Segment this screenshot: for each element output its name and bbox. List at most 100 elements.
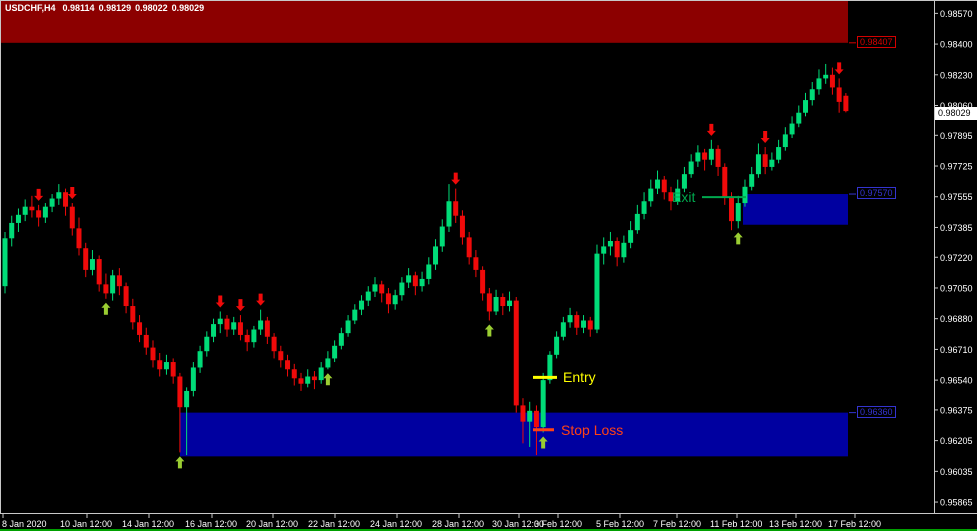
time-tick-label: 24 Jan 12:00 <box>370 519 422 529</box>
candle-body <box>749 174 755 187</box>
candle-body <box>197 351 203 368</box>
candle-body <box>264 320 270 337</box>
candle-body <box>594 253 600 330</box>
candle-body <box>735 203 741 222</box>
candle-body <box>137 322 143 335</box>
candle-body <box>224 318 230 330</box>
candle-body <box>581 320 587 328</box>
candle-body <box>843 95 849 112</box>
buy-arrow-icon <box>101 302 111 315</box>
candle-body <box>715 148 721 167</box>
price-tick-label: 0.97555 <box>940 192 973 202</box>
candle-body <box>291 369 297 379</box>
price-axis[interactable]: 0.98570 0.98400 0.98230 0.98060 0.97895 0.977… <box>934 9 973 508</box>
candle-body <box>789 123 795 135</box>
price-tick-label: 0.96205 <box>940 436 973 446</box>
price-tick-label: 0.96035 <box>940 467 973 477</box>
price-tick-label: 0.98060 <box>940 101 973 111</box>
candle-body <box>439 226 445 247</box>
candle-body <box>359 300 365 310</box>
candles <box>2 63 849 456</box>
sell-arrow-icon <box>256 293 266 306</box>
candle-body <box>473 257 479 270</box>
candle-body <box>163 362 169 370</box>
candle-body <box>776 147 782 160</box>
candle-body <box>157 360 163 370</box>
close-value: 0.98029 <box>171 3 205 13</box>
candle-body <box>695 152 701 162</box>
candle-body <box>607 241 613 247</box>
candle-body <box>123 286 129 307</box>
candle-body <box>365 291 371 301</box>
sell-arrow-icon <box>451 172 461 185</box>
time-axis[interactable]: 8 Jan 2020 10 Jan 12:00 14 Jan 12:00 16 Jan… <box>2 514 881 529</box>
sell-arrow-icon <box>235 299 245 312</box>
candle-body <box>278 351 284 361</box>
sell-arrow-icon <box>760 131 770 144</box>
time-tick-label: 17 Feb 12:00 <box>828 519 881 529</box>
candle-body <box>708 148 714 160</box>
candle-body <box>89 259 95 270</box>
candle-body <box>493 297 499 312</box>
candle-body <box>655 179 661 189</box>
candle-body <box>22 206 28 215</box>
candle-body <box>722 166 728 198</box>
candle-body <box>729 197 735 222</box>
supply-zone-top-price-label: 0.98407 <box>857 35 896 48</box>
sell-arrow-icon <box>215 295 225 308</box>
candle-body <box>190 367 196 391</box>
candle-body <box>204 336 210 352</box>
candle-body <box>9 222 15 239</box>
candle-body <box>836 87 842 102</box>
price-tick-label: 0.96880 <box>940 314 973 324</box>
candle-body <box>533 410 539 428</box>
demand-zone-bottom-price-label: 0.96360 <box>857 405 896 418</box>
candle-body <box>823 74 829 79</box>
demand-zone-right-price-label: 0.97570 <box>857 187 896 200</box>
time-tick-label: 11 Feb 12:00 <box>710 519 762 529</box>
price-tick-label: 0.98400 <box>940 40 973 50</box>
candle-body <box>76 228 82 249</box>
price-tick-label: 0.95865 <box>940 498 973 508</box>
candle-body <box>702 152 708 160</box>
candle-body <box>782 134 788 148</box>
candle-body <box>486 293 492 312</box>
candle-body <box>661 179 667 193</box>
candle-body <box>143 334 149 348</box>
candle-body <box>15 214 21 223</box>
price-tick-label: 0.98570 <box>940 9 973 19</box>
candle-body <box>69 206 75 229</box>
high-value: 0.98129 <box>98 3 132 13</box>
candle-body <box>237 322 243 335</box>
candle-body <box>527 410 533 422</box>
exit-annotation-label: Exit <box>672 189 696 206</box>
chart-ohlc-title: USDCHF,H4 0.98114 0.98129 0.98022 0.98029 <box>5 3 208 13</box>
candle-body <box>244 334 250 343</box>
candle-body <box>412 275 418 287</box>
candle-body <box>513 300 519 406</box>
price-tick-label: 0.96710 <box>940 345 973 355</box>
time-tick-label: 7 Feb 12:00 <box>653 519 701 529</box>
candle-body <box>406 275 412 283</box>
candle-body <box>466 237 472 258</box>
candle-body <box>614 241 620 258</box>
candle-body <box>42 206 48 218</box>
candle-body <box>621 242 627 258</box>
candle-body <box>829 74 835 88</box>
price-tick-label: 0.97725 <box>940 162 973 172</box>
time-tick-label: 28 Jan 12:00 <box>432 519 484 529</box>
demand-zone-right <box>743 194 848 225</box>
candle-body <box>641 201 647 214</box>
candle-body <box>110 275 116 294</box>
price-tick-label: 0.96540 <box>940 376 973 386</box>
candle-body <box>211 324 217 337</box>
candle-body <box>688 161 694 175</box>
time-tick-label: 8 Jan 2020 <box>2 519 47 529</box>
buy-arrow-icon <box>323 373 333 386</box>
time-tick-label: 14 Jan 12:00 <box>122 519 174 529</box>
sell-arrow-icon <box>834 62 844 75</box>
candle-body <box>305 376 311 384</box>
candle-body <box>540 380 546 428</box>
candle-body <box>116 275 122 287</box>
